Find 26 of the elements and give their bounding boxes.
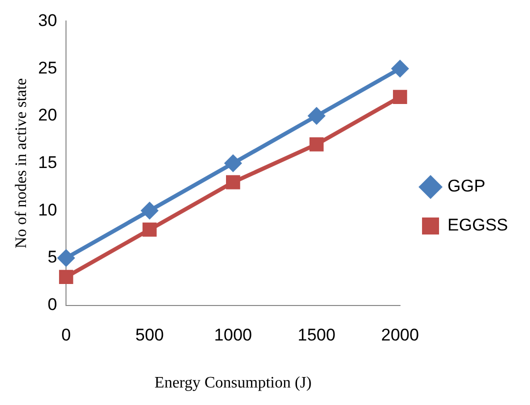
x-tick-label: 1000	[214, 325, 252, 344]
point	[392, 90, 408, 104]
point	[140, 202, 159, 220]
point	[57, 249, 76, 268]
point	[391, 60, 410, 78]
x-tick-label: 2000	[381, 325, 419, 344]
legend-label: GGP	[448, 176, 486, 196]
y-tick-label: 10	[38, 200, 58, 220]
y-axis-title: No of nodes in active state	[12, 78, 30, 248]
point	[309, 137, 324, 152]
x-axis-title: Energy Consumption (J)	[154, 374, 312, 392]
point	[308, 106, 326, 125]
x-tick-label: 500	[135, 325, 164, 344]
point	[224, 154, 242, 172]
y-tick-label: 0	[48, 295, 58, 314]
y-tick-label: 30	[38, 10, 58, 30]
legend-label: EGGSS	[448, 216, 508, 235]
y-tick-label: 25	[38, 58, 58, 78]
y-tick-label: 20	[38, 106, 58, 125]
point	[226, 175, 240, 190]
y-tick-label: 5	[48, 248, 58, 267]
point	[142, 222, 157, 237]
y-tick-label: 15	[38, 152, 58, 172]
x-tick-label: 0	[61, 325, 71, 344]
x-tick-label: 1500	[298, 325, 336, 344]
point	[59, 270, 74, 284]
